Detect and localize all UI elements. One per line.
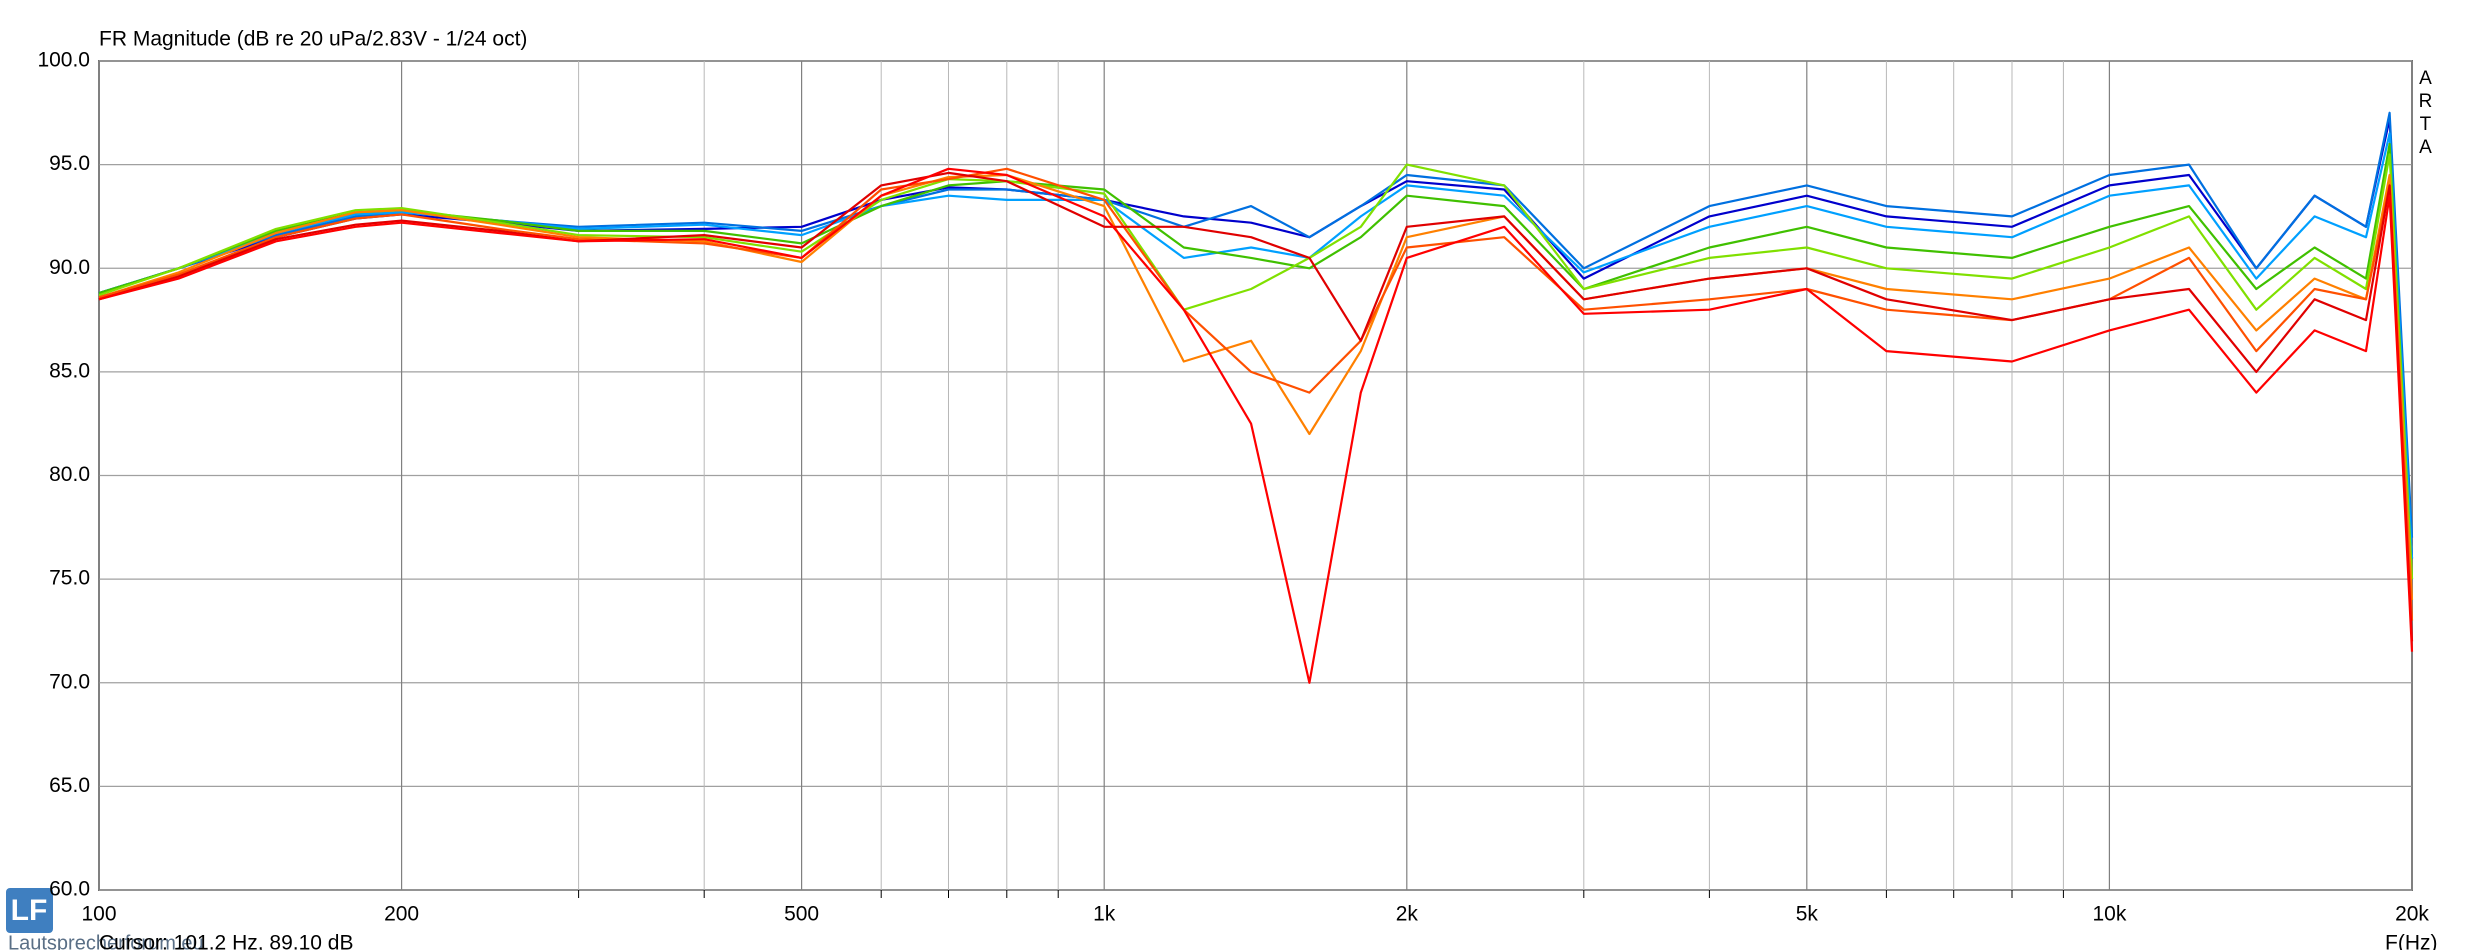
logo: LF	[11, 894, 48, 927]
y-tick-label: 95.0	[49, 152, 90, 175]
series-line	[98, 167, 2414, 621]
y-tick-label: 65.0	[49, 774, 90, 797]
x-tick-label: 20k	[2395, 903, 2429, 926]
x-tick-label: 100	[81, 903, 116, 926]
y-tick-label: 80.0	[49, 463, 90, 486]
cursor-readout: Cursor: 101.2 Hz, 89.10 dB	[99, 932, 353, 950]
y-tick-label: 85.0	[49, 359, 90, 382]
x-tick-label: 500	[784, 903, 819, 926]
side-label: ARTA	[2415, 68, 2436, 160]
x-tick-label: 1k	[1093, 903, 1116, 926]
y-tick-label: 100.0	[37, 49, 90, 72]
y-tick-label: 75.0	[49, 567, 90, 590]
y-tick-label: 90.0	[49, 256, 90, 279]
x-tick-label: 2k	[1396, 903, 1419, 926]
series-line	[98, 142, 2414, 580]
series-line	[98, 171, 2414, 642]
series-line	[98, 173, 2414, 600]
x-tick-label: 5k	[1796, 903, 1819, 926]
x-axis-label: F(Hz)	[2385, 932, 2437, 950]
chart-title: FR Magnitude (dB re 20 uPa/2.83V - 1/24 …	[99, 28, 527, 51]
x-tick-label: 200	[384, 903, 419, 926]
x-tick-label: 10k	[2092, 903, 2126, 926]
logo-box	[6, 888, 53, 933]
y-tick-label: 60.0	[49, 878, 90, 901]
series-line	[98, 167, 2414, 684]
watermark: Lautsprecherforum.eu	[8, 932, 204, 950]
y-tick-label: 70.0	[49, 670, 90, 693]
grid	[98, 60, 2413, 891]
